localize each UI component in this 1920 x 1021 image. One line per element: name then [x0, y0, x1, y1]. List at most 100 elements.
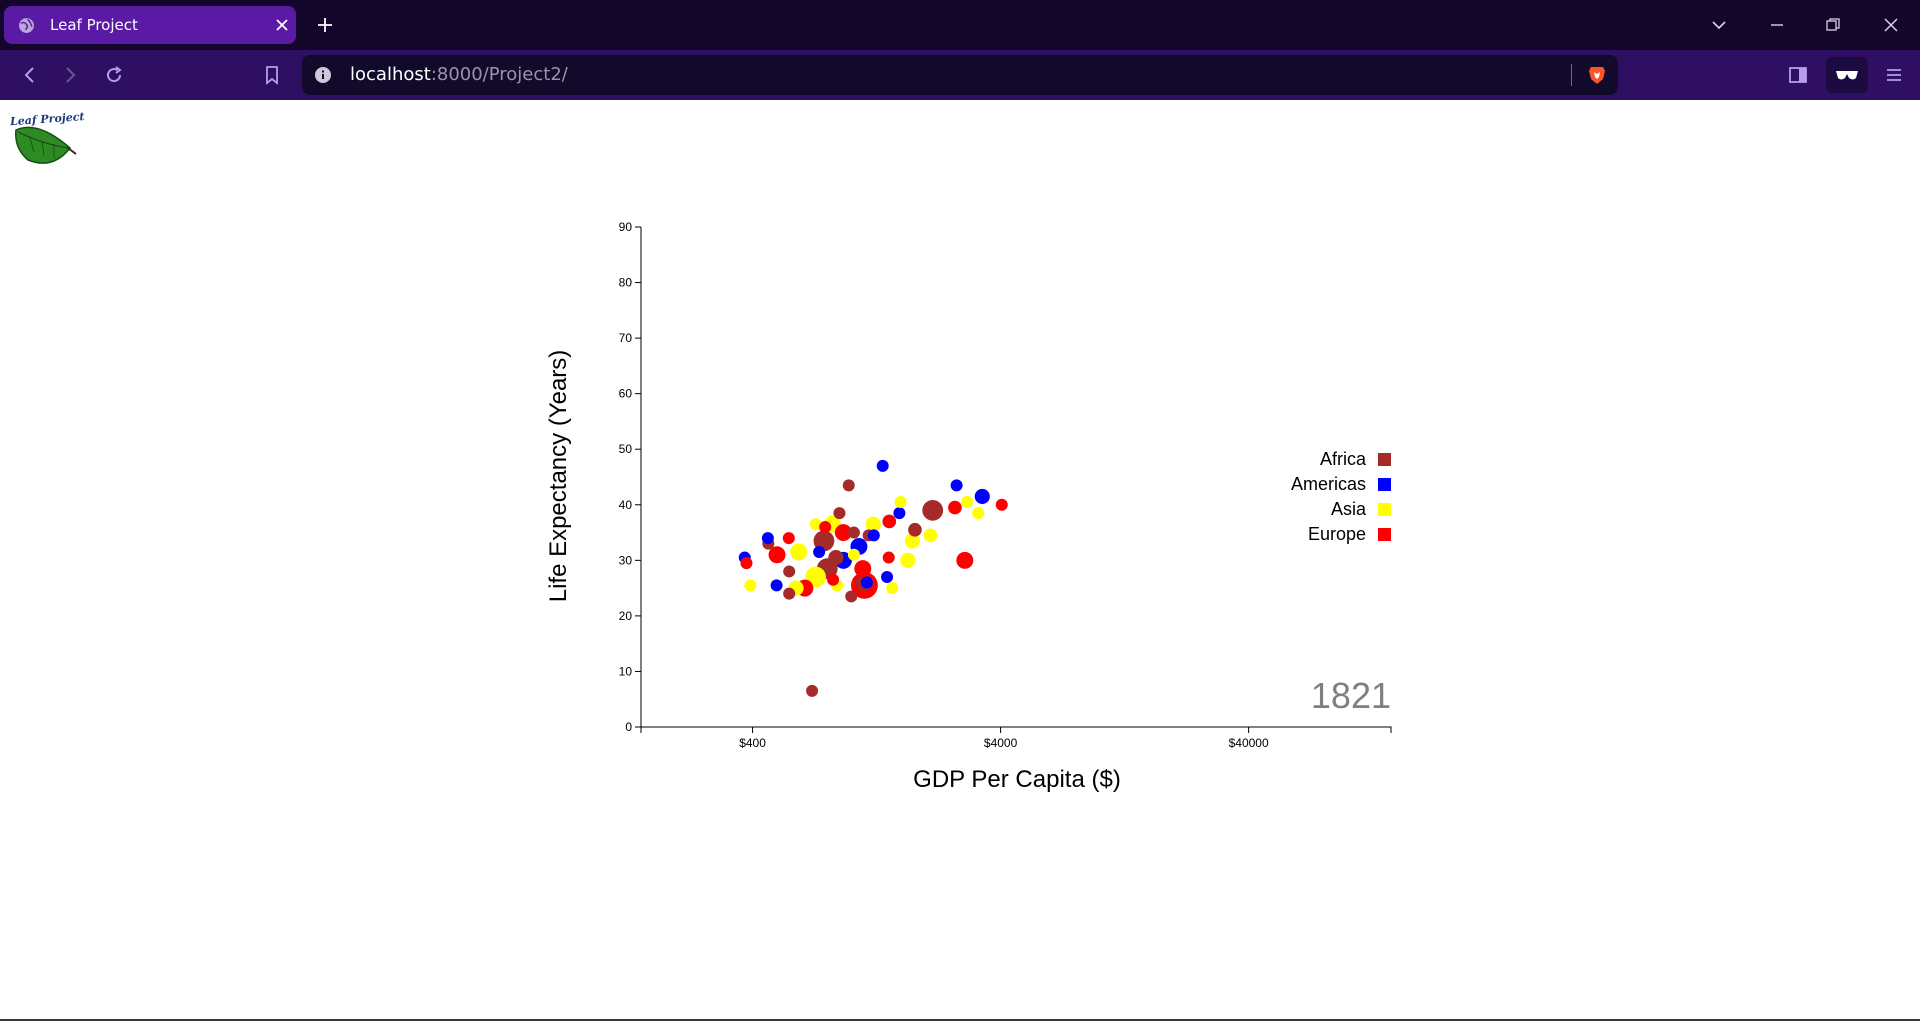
url-host: localhost	[350, 64, 431, 85]
legend: Africa Americas Asia Europe	[1291, 449, 1391, 544]
url-path: :8000/Project2/	[430, 64, 568, 85]
data-points	[738, 459, 1008, 697]
x-axis: $400 $4000 $40000	[640, 726, 1392, 750]
leaf-logo: Leaf Project	[9, 110, 85, 164]
back-arrow-icon[interactable]	[18, 63, 42, 87]
tab-leaf-project[interactable]: Leaf Project	[4, 6, 296, 44]
data-point-europe	[995, 498, 1008, 511]
data-point-europe	[956, 551, 974, 569]
y-tick-label: 0	[625, 720, 632, 734]
data-point-africa	[845, 590, 858, 603]
data-point-africa	[847, 526, 860, 539]
brave-lion-icon[interactable]	[1586, 64, 1608, 86]
data-point-africa	[806, 684, 819, 697]
data-point-africa	[783, 587, 796, 600]
y-tick-label: 90	[619, 220, 633, 234]
y-tick-label: 80	[619, 276, 633, 290]
legend-label-americas: Americas	[1291, 474, 1366, 494]
data-point-americas	[770, 579, 783, 592]
sidebar-icon[interactable]	[1786, 63, 1810, 87]
year-label: 1821	[1311, 675, 1391, 716]
data-point-europe	[768, 546, 786, 564]
data-point-asia	[961, 496, 974, 508]
data-point-europe	[948, 500, 962, 515]
data-point-europe	[882, 551, 895, 564]
legend-label-asia: Asia	[1331, 499, 1367, 519]
data-point-asia	[886, 582, 899, 595]
data-point-europe	[882, 514, 897, 529]
data-point-africa	[833, 507, 846, 520]
data-point-asia	[894, 496, 907, 508]
address-bar[interactable]: localhost:8000/Project2/	[302, 55, 1618, 95]
data-point-asia	[900, 552, 916, 568]
legend-swatch-africa	[1378, 453, 1391, 466]
url-separator	[1571, 64, 1572, 86]
data-point-americas	[893, 507, 906, 520]
globe-icon	[19, 18, 34, 33]
browser-titlebar: Leaf Project	[0, 0, 1920, 50]
data-point-asia	[904, 533, 920, 549]
data-point-asia	[865, 516, 881, 532]
close-icon[interactable]	[1880, 14, 1902, 36]
svg-text:Leaf Project: Leaf Project	[9, 110, 85, 128]
y-tick-label: 40	[619, 498, 633, 512]
x-tick-label: $40000	[1229, 736, 1269, 750]
bookmark-icon[interactable]	[260, 63, 284, 87]
data-point-europe	[740, 557, 753, 570]
legend-label-europe: Europe	[1308, 524, 1366, 544]
data-point-americas	[950, 479, 963, 492]
browser-toolbar: localhost:8000/Project2/	[0, 50, 1920, 100]
y-tick-label: 20	[619, 609, 633, 623]
forward-arrow-icon[interactable]	[58, 63, 82, 87]
data-point-asia	[809, 518, 822, 531]
y-tick-label: 10	[619, 664, 633, 678]
y-tick-label: 60	[619, 387, 633, 401]
y-tick-label: 50	[619, 442, 633, 456]
reload-icon[interactable]	[102, 63, 126, 87]
page-content: Leaf Project 0 10 20 30 40 50 60 70 80 90 $400 $40…	[0, 100, 1920, 1021]
y-axis-label: Life Expectancy (Years)	[545, 350, 572, 603]
x-axis-line	[640, 726, 1392, 733]
x-tick-label: $4000	[984, 736, 1018, 750]
data-point-americas	[881, 571, 894, 583]
x-tick-label: $400	[739, 736, 766, 750]
minimize-icon[interactable]	[1766, 14, 1788, 36]
scatter-chart: 0 10 20 30 40 50 60 70 80 90 $400 $4000 $40000 Life…	[545, 220, 1392, 793]
data-point-americas	[761, 532, 774, 545]
data-point-europe	[834, 524, 852, 542]
plus-icon[interactable]	[314, 14, 336, 36]
tab-title: Leaf Project	[50, 16, 138, 34]
data-point-americas	[813, 546, 826, 558]
data-point-europe	[854, 560, 872, 578]
legend-swatch-europe	[1378, 528, 1391, 541]
data-point-asia	[923, 528, 938, 543]
restore-icon[interactable]	[1822, 14, 1844, 36]
data-point-americas	[860, 576, 873, 589]
y-tick-label: 70	[619, 331, 633, 345]
x-axis-label: GDP Per Capita ($)	[913, 766, 1121, 793]
data-point-americas	[974, 488, 990, 505]
y-tick-label: 30	[619, 553, 633, 567]
data-point-americas	[876, 459, 889, 472]
chevron-down-icon[interactable]	[1708, 14, 1730, 36]
data-point-europe	[819, 521, 832, 533]
data-point-asia	[790, 543, 808, 561]
legend-swatch-asia	[1378, 503, 1391, 516]
data-point-europe	[827, 573, 840, 586]
hamburger-menu-icon[interactable]	[1882, 63, 1906, 87]
data-point-africa	[783, 565, 796, 578]
y-axis: 0 10 20 30 40 50 60 70 80 90	[619, 220, 642, 734]
info-icon[interactable]	[314, 66, 332, 84]
url-text[interactable]: localhost:8000/Project2/	[350, 64, 568, 85]
data-point-asia	[744, 579, 757, 592]
data-point-africa	[842, 479, 855, 492]
data-point-africa	[828, 549, 844, 566]
reader-mode-button[interactable]	[1826, 57, 1868, 93]
data-point-asia	[972, 507, 985, 520]
close-icon[interactable]	[272, 15, 292, 35]
window-bottom-edge	[0, 1019, 1920, 1021]
legend-swatch-americas	[1378, 478, 1391, 491]
data-point-europe	[782, 532, 795, 545]
glasses-icon	[1836, 71, 1858, 80]
data-point-africa	[922, 499, 944, 521]
